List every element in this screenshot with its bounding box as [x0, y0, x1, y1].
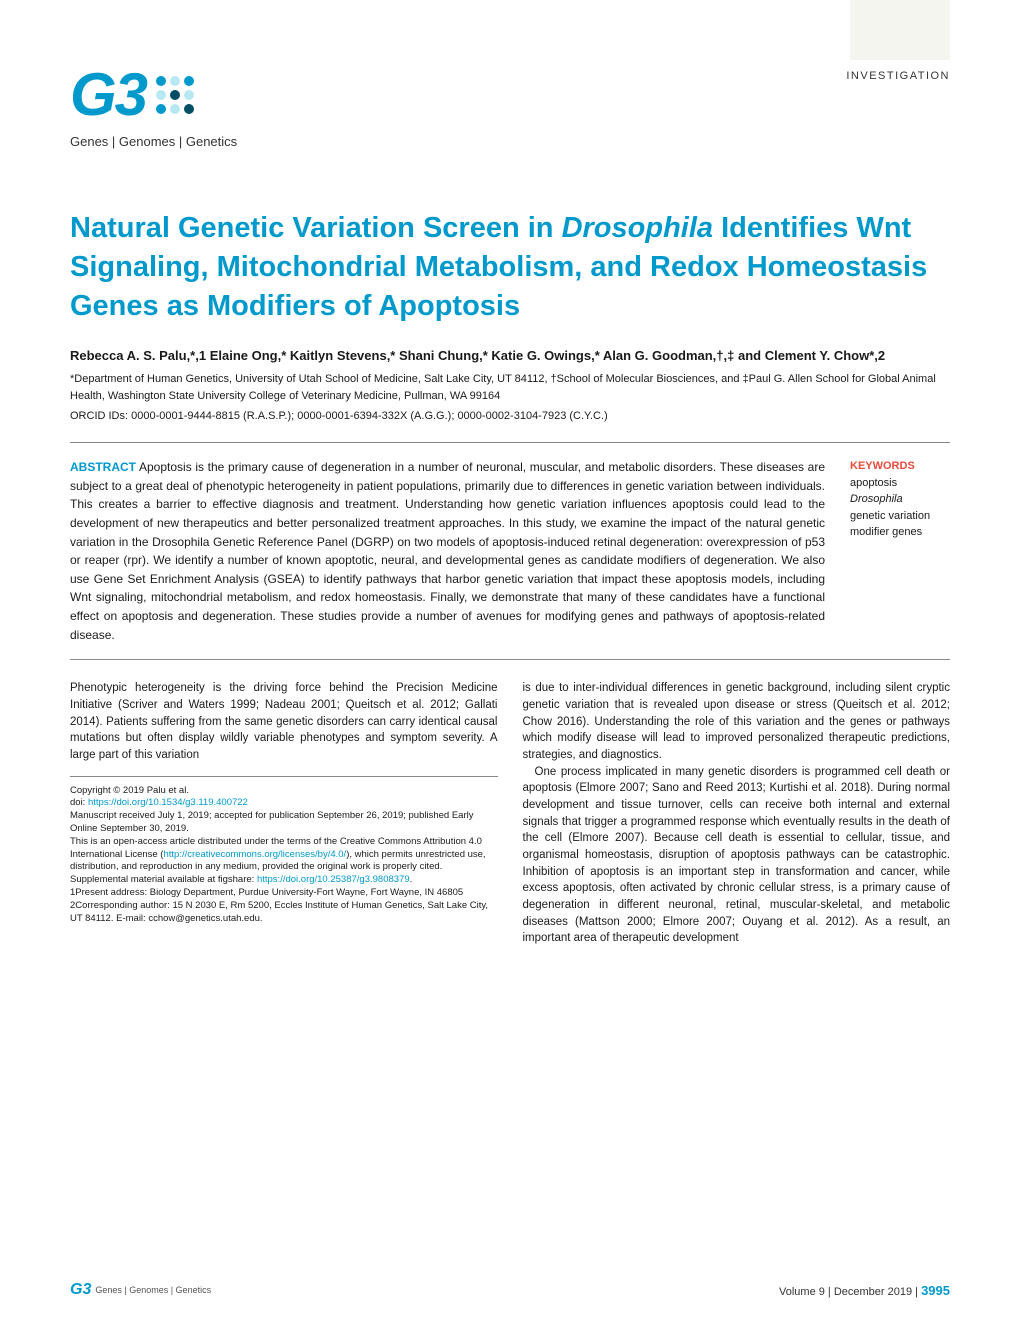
doi-line: doi: https://doi.org/10.1534/g3.119.4007… — [70, 797, 498, 810]
keyword-item: apoptosis — [850, 475, 950, 492]
body-paragraph: Phenotypic heterogeneity is the driving … — [70, 680, 498, 763]
page-number: 3995 — [921, 1283, 950, 1298]
manuscript-dates: Manuscript received July 1, 2019; accept… — [70, 810, 498, 836]
article-type: INVESTIGATION — [846, 70, 950, 82]
supplemental-link[interactable]: https://doi.org/10.25387/g3.9808379 — [257, 874, 410, 885]
page-footer: G3 Genes | Genomes | Genetics Volume 9 |… — [70, 1281, 950, 1299]
doi-link[interactable]: https://doi.org/10.1534/g3.119.400722 — [88, 797, 248, 808]
keyword-item: Drosophila — [850, 491, 950, 508]
keyword-item: genetic variation — [850, 508, 950, 525]
orcid-ids: ORCID IDs: 0000-0001-9444-8815 (R.A.S.P.… — [70, 410, 950, 422]
abstract-body: Apoptosis is the primary cause of degene… — [70, 460, 825, 641]
logo-subtitle: Genes | Genomes | Genetics — [70, 134, 950, 149]
article-title: Natural Genetic Variation Screen in Dros… — [70, 209, 950, 326]
doi-label: doi: — [70, 797, 88, 808]
keywords-label: KEYWORDS — [850, 458, 950, 475]
footer-page-info: Volume 9 | December 2019 | 3995 — [779, 1283, 950, 1298]
footer-logo: G3 Genes | Genomes | Genetics — [70, 1281, 211, 1299]
body-column-right: is due to inter-individual differences i… — [523, 680, 951, 947]
present-address: 1Present address: Biology Department, Pu… — [70, 887, 498, 900]
volume-info: Volume 9 | December 2019 | — [779, 1286, 918, 1298]
body-paragraph: One process implicated in many genetic d… — [523, 764, 951, 947]
keywords-column: KEYWORDS apoptosis Drosophila genetic va… — [850, 458, 950, 644]
top-right-decorative-box — [850, 0, 950, 60]
authors-list: Rebecca A. S. Palu,*,1 Elaine Ong,* Kait… — [70, 346, 950, 367]
license-link[interactable]: http://creativecommons.org/licenses/by/4… — [163, 849, 346, 860]
license-text: This is an open-access article distribut… — [70, 836, 498, 874]
footer-logo-subtitle: Genes | Genomes | Genetics — [95, 1285, 211, 1295]
logo-dots-icon — [156, 76, 194, 114]
footnotes: Copyright © 2019 Palu et al. doi: https:… — [70, 785, 498, 926]
footnote-separator — [70, 776, 498, 777]
footer-logo-text: G3 — [70, 1281, 91, 1299]
abstract-label: ABSTRACT — [70, 460, 136, 474]
divider-2 — [70, 659, 950, 660]
journal-logo: G3 Genes | Genomes | Genetics — [70, 60, 950, 149]
supplemental-post: . — [410, 874, 413, 885]
copyright: Copyright © 2019 Palu et al. — [70, 785, 498, 798]
logo-text: G3 — [70, 60, 146, 129]
title-part1: Natural Genetic Variation Screen in — [70, 212, 562, 244]
abstract-text: ABSTRACT Apoptosis is the primary cause … — [70, 458, 825, 644]
supplemental-pre: Supplemental material available at figsh… — [70, 874, 257, 885]
divider-1 — [70, 442, 950, 443]
body-paragraph: is due to inter-individual differences i… — [523, 680, 951, 763]
keyword-item: modifier genes — [850, 524, 950, 541]
corresponding-author: 2Corresponding author: 15 N 2030 E, Rm 5… — [70, 900, 498, 926]
body-columns: Phenotypic heterogeneity is the driving … — [70, 680, 950, 947]
affiliations: *Department of Human Genetics, Universit… — [70, 371, 950, 404]
supplemental-text: Supplemental material available at figsh… — [70, 874, 498, 887]
body-column-left: Phenotypic heterogeneity is the driving … — [70, 680, 498, 947]
title-italic1: Drosophila — [562, 212, 713, 244]
